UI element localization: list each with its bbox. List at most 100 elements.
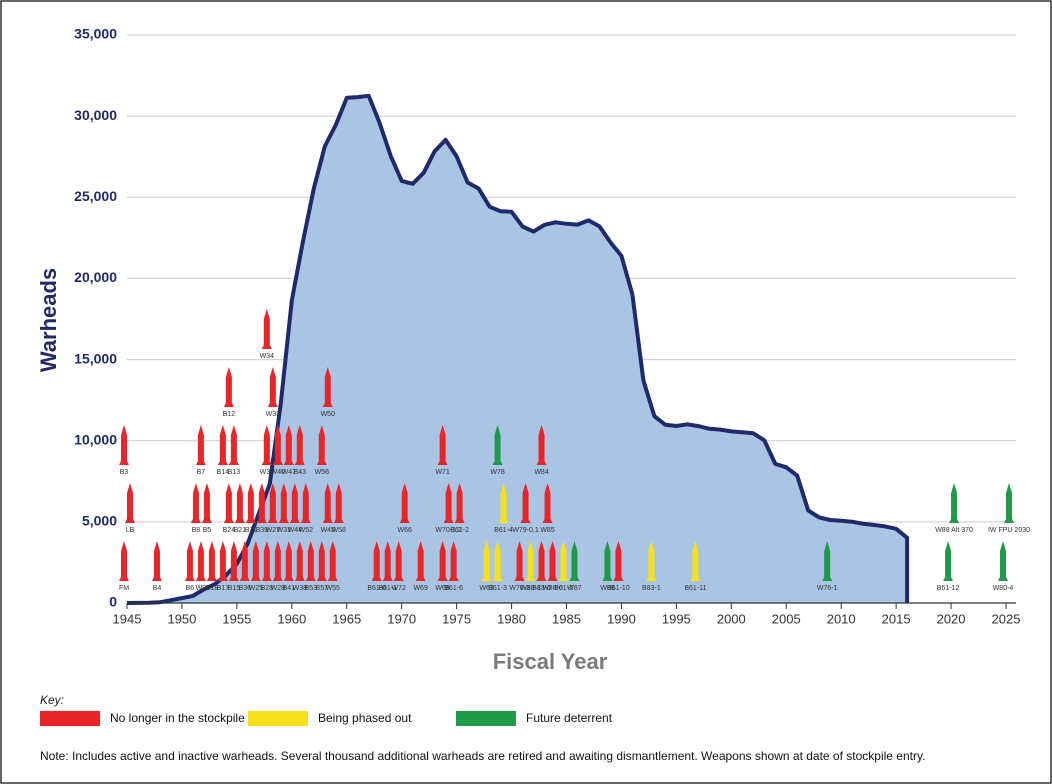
legend-label: Future deterrent xyxy=(526,711,613,725)
warhead-label: W34 xyxy=(260,353,275,360)
warhead-icon xyxy=(520,483,531,523)
area xyxy=(127,95,908,604)
warhead-icon xyxy=(217,425,228,465)
warhead-icon xyxy=(223,367,234,407)
x-tick-label: 1945 xyxy=(113,611,142,626)
warhead-icon xyxy=(415,541,426,581)
warhead-icon xyxy=(690,541,701,581)
warhead-label: W70-3 xyxy=(509,585,530,592)
warhead-icon xyxy=(327,541,338,581)
warhead-label: B3 xyxy=(120,469,129,476)
warhead-label: B57 xyxy=(316,585,329,592)
x-tick-label: 1995 xyxy=(662,611,691,626)
warhead-label: W27 xyxy=(266,527,281,534)
warhead-icon xyxy=(943,541,954,581)
warhead-icon xyxy=(305,541,316,581)
warhead-label: B8 xyxy=(192,527,201,534)
warhead-icon xyxy=(300,483,311,523)
warhead-icon xyxy=(267,367,278,407)
x-tick-label: 1965 xyxy=(332,611,361,626)
y-tick-label: 35,000 xyxy=(74,26,117,42)
warhead-icon xyxy=(125,483,135,523)
warhead-icon xyxy=(437,425,448,465)
warhead-icon xyxy=(949,483,960,523)
warhead-icon xyxy=(206,541,217,581)
warhead-icon xyxy=(393,541,404,581)
warhead-icon xyxy=(525,541,536,581)
warhead-label: B6 xyxy=(186,585,195,592)
warhead-label: W45 xyxy=(321,527,336,534)
warhead-label: W58 xyxy=(332,527,347,534)
warhead-label: W84 xyxy=(534,469,549,476)
legend-swatch xyxy=(40,711,100,726)
warhead-label: B61-1 xyxy=(378,585,397,592)
warhead-label: W85 xyxy=(540,527,555,534)
warhead-label: W25 xyxy=(249,585,264,592)
warhead-label: W31 xyxy=(277,527,292,534)
warhead-label: W44 xyxy=(288,527,303,534)
warhead-icon xyxy=(217,541,228,581)
warhead-icon xyxy=(536,541,547,581)
warhead-icon xyxy=(201,483,212,523)
warhead-label: B61-10 xyxy=(607,585,630,592)
legend-swatch xyxy=(248,711,308,726)
legend-label: No longer in the stockpile xyxy=(110,711,245,725)
warhead-icon xyxy=(536,425,547,465)
y-tick-label: 15,000 xyxy=(74,350,117,366)
warhead-icon xyxy=(151,541,162,581)
warhead-label: B18 xyxy=(206,585,219,592)
warhead-icon xyxy=(261,425,272,465)
warhead-label: IW FPU 2030 xyxy=(988,527,1030,534)
x-tick-label: 2015 xyxy=(882,611,911,626)
note: Note: Includes active and inactive warhe… xyxy=(40,749,925,763)
warhead-icon xyxy=(646,541,657,581)
warhead-icon xyxy=(294,425,305,465)
warhead-icon xyxy=(399,483,410,523)
y-tick-label: 10,000 xyxy=(74,431,117,447)
warhead-label: W80-1 xyxy=(520,585,541,592)
warhead-icon xyxy=(272,425,283,465)
warhead-label: W69 xyxy=(413,585,428,592)
warhead-label: B61-6 xyxy=(444,585,463,592)
warhead-label: B61-11 xyxy=(684,585,706,592)
warhead-label: W40 xyxy=(271,469,286,476)
warhead-label: B53 xyxy=(305,585,318,592)
warhead-label: W9 xyxy=(196,585,207,592)
warhead-icon xyxy=(998,541,1008,581)
warhead-icon xyxy=(190,483,201,523)
warhead-label: FM xyxy=(119,585,129,592)
warhead-icon xyxy=(289,483,300,523)
x-tick-label: 2005 xyxy=(772,611,801,626)
warhead-icon xyxy=(272,541,283,581)
warhead-label: W50 xyxy=(321,411,336,418)
warhead-label: B11 xyxy=(245,527,257,534)
warhead-label: B5 xyxy=(203,527,212,534)
legend-label: Being phased out xyxy=(318,711,412,725)
warhead-label: W66 xyxy=(397,527,412,534)
warhead-icon xyxy=(602,541,613,581)
warhead-icon xyxy=(267,483,278,523)
warhead-icon xyxy=(333,483,344,523)
warhead-label: W72 xyxy=(391,585,406,592)
warhead-icon xyxy=(448,541,459,581)
warhead-icon xyxy=(443,483,454,523)
x-tick-label: 1970 xyxy=(387,611,416,626)
warhead-icon xyxy=(261,309,272,349)
y-tick-label: 5,000 xyxy=(82,513,117,529)
warhead-icon xyxy=(119,425,129,465)
y-tick-label: 0 xyxy=(109,594,117,610)
x-tick-label: 2010 xyxy=(827,611,856,626)
x-tick-label: 1955 xyxy=(222,611,251,626)
warhead-icon xyxy=(223,483,234,523)
y-axis-label: Warheads xyxy=(36,268,61,372)
warhead-label: W52 xyxy=(299,527,314,534)
warhead-label: W88 Alt 370 xyxy=(935,527,973,534)
warhead-icon xyxy=(184,541,195,581)
x-tick-label: 2020 xyxy=(937,611,966,626)
warhead-icon xyxy=(492,541,503,581)
x-tick-label: 1980 xyxy=(497,611,526,626)
warhead-icon xyxy=(437,541,448,581)
warhead-label: W30 xyxy=(260,469,275,476)
warhead-icon xyxy=(195,425,206,465)
y-tick-label: 30,000 xyxy=(74,107,117,123)
